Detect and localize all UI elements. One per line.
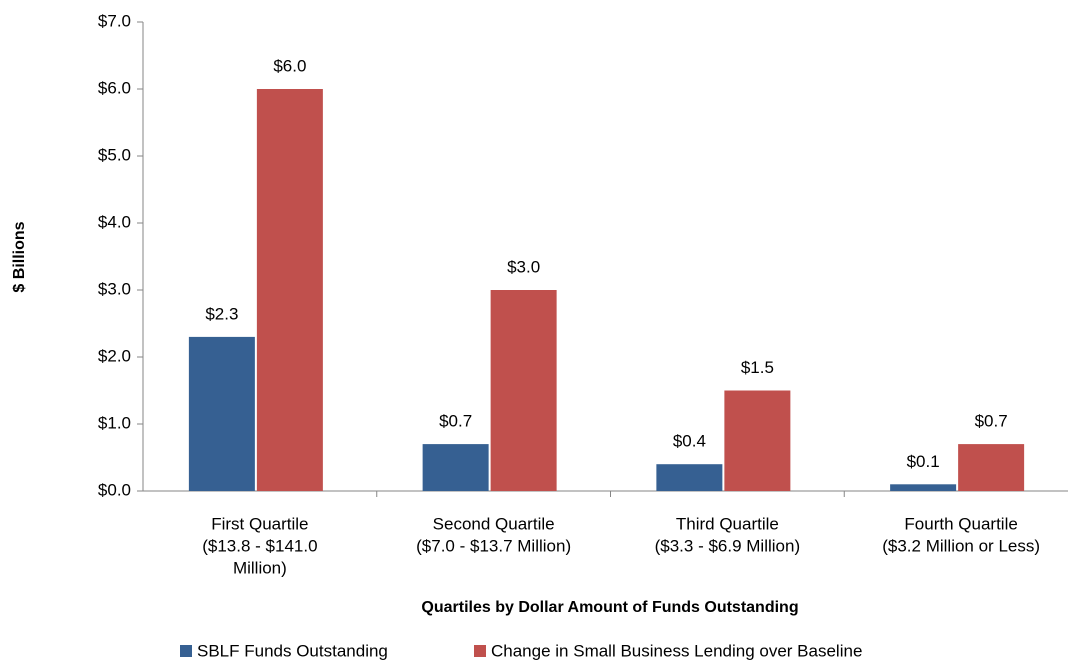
legend-label: SBLF Funds Outstanding (197, 641, 388, 660)
bar (422, 444, 489, 491)
bar (490, 290, 557, 491)
y-tick-label: $7.0 (98, 11, 131, 30)
value-label: $0.7 (975, 412, 1008, 431)
bar (724, 390, 791, 491)
value-label: $3.0 (507, 257, 540, 276)
x-tick-label: Second Quartile (433, 514, 555, 533)
bar (890, 484, 957, 491)
y-tick-label: $1.0 (98, 413, 131, 432)
x-tick-label: Million) (233, 558, 287, 577)
y-tick-label: $6.0 (98, 78, 131, 97)
x-tick-label: ($3.3 - $6.9 Million) (655, 536, 801, 555)
bar (958, 444, 1025, 491)
bar (188, 336, 255, 491)
legend-swatch (180, 645, 192, 657)
x-tick-label: ($7.0 - $13.7 Million) (416, 536, 571, 555)
x-tick-label: Fourth Quartile (904, 514, 1017, 533)
legend-swatch (474, 645, 486, 657)
value-label: $6.0 (273, 56, 306, 75)
y-axis-title: $ Billions (11, 221, 28, 292)
value-label: $0.1 (907, 452, 940, 471)
y-tick-label: $5.0 (98, 145, 131, 164)
x-axis-title: Quartiles by Dollar Amount of Funds Outs… (421, 599, 798, 616)
legend-label: Change in Small Business Lending over Ba… (491, 641, 862, 660)
y-tick-label: $2.0 (98, 346, 131, 365)
value-label: $0.4 (673, 432, 706, 451)
y-tick-label: $4.0 (98, 212, 131, 231)
x-tick-label: First Quartile (211, 514, 308, 533)
value-label: $0.7 (439, 412, 472, 431)
x-tick-label: Third Quartile (676, 514, 779, 533)
bar (256, 89, 323, 491)
x-tick-label: ($3.2 Million or Less) (882, 536, 1040, 555)
bar (656, 464, 723, 491)
y-tick-label: $3.0 (98, 279, 131, 298)
value-label: $1.5 (741, 358, 774, 377)
x-tick-label: ($13.8 - $141.0 (202, 536, 317, 555)
value-label: $2.3 (205, 304, 238, 323)
y-tick-label: $0.0 (98, 480, 131, 499)
